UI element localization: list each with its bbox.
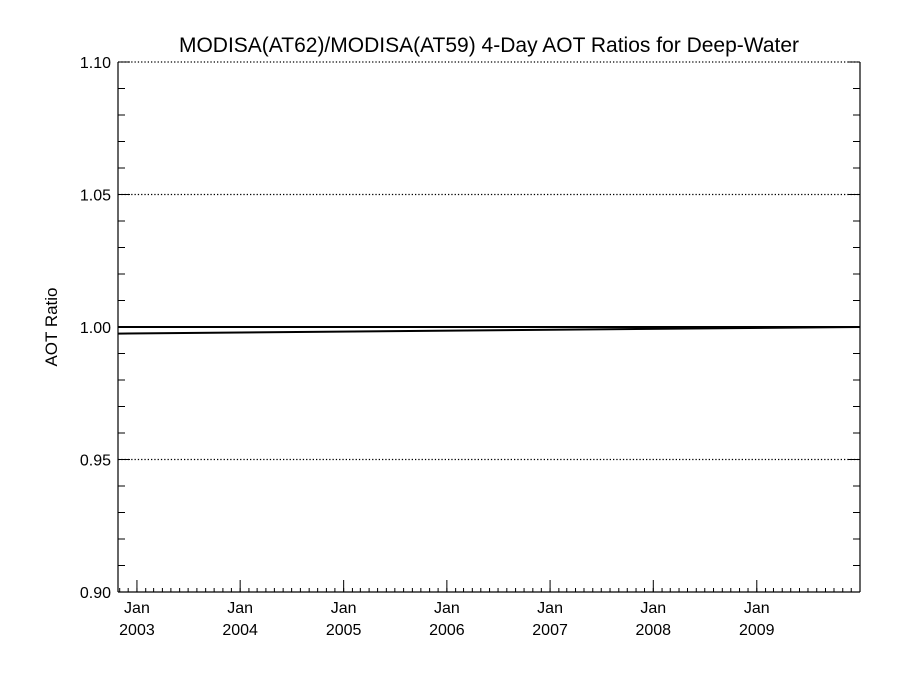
y-tick-label: 1.10 bbox=[80, 55, 111, 72]
series-layer bbox=[117, 326, 861, 335]
x-tick-label: Jan 2009 bbox=[739, 600, 775, 639]
x-tick-label: Jan 2006 bbox=[429, 600, 465, 639]
x-tick-label: Jan 2004 bbox=[222, 600, 258, 639]
x-tick-label: Jan 2005 bbox=[326, 600, 362, 639]
labels-layer: Jan 2003 Jan 2004 Jan 2005 Jan 2006 Jan 2007 Jan 20… bbox=[80, 55, 775, 639]
grid-layer bbox=[118, 61, 860, 461]
x-tick-label: Jan 2007 bbox=[532, 600, 568, 639]
chart-title: MODISA(AT62)/MODISA(AT59) 4-Day AOT Rati… bbox=[179, 34, 799, 57]
series-line-2 bbox=[117, 326, 861, 335]
y-tick-label: 1.00 bbox=[80, 320, 111, 337]
y-tick-label: 1.05 bbox=[80, 188, 111, 205]
y-tick-label: 0.90 bbox=[80, 585, 111, 602]
y-tick-label: 0.95 bbox=[80, 453, 111, 470]
y-axis-label: AOT Ratio bbox=[42, 287, 61, 366]
axes-layer bbox=[117, 61, 861, 593]
x-tick-label: Jan 2008 bbox=[635, 600, 671, 639]
x-tick-label: Jan 2003 bbox=[119, 600, 155, 639]
